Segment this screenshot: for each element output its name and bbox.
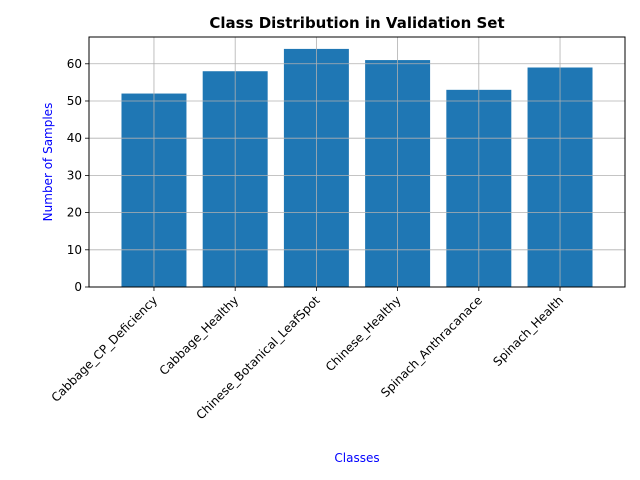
y-tick-label: 50 [67, 94, 82, 108]
y-axis-label: Number of Samples [41, 103, 55, 222]
x-axis-label: Classes [334, 451, 379, 465]
x-tick-label: Spinach_Health [490, 293, 566, 369]
x-tick-label: Chinese_Healthy [323, 293, 404, 374]
chart-title: Class Distribution in Validation Set [209, 14, 504, 32]
x-tick-label: Cabbage_Healthy [157, 293, 242, 378]
y-tick-label: 60 [67, 57, 82, 71]
y-tick-label: 20 [67, 206, 82, 220]
plot-frame [88, 36, 626, 288]
y-axis-ticks: 0 10 20 30 40 50 60 [67, 57, 89, 294]
y-tick-label: 30 [67, 168, 82, 182]
y-tick-label: 10 [67, 243, 82, 257]
y-tick-label: 0 [74, 280, 82, 294]
bar-layer [121, 48, 593, 288]
y-tick-label: 40 [67, 131, 82, 145]
x-tick-label: Cabbage_CP_Deficiency [49, 293, 161, 405]
